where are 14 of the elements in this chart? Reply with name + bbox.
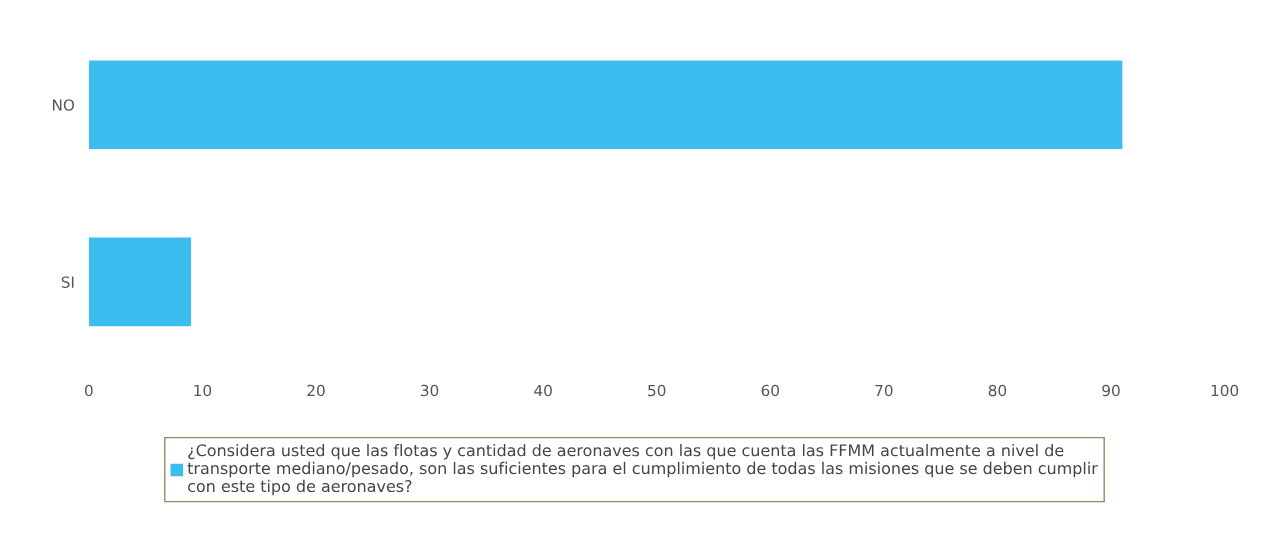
x-tick-label: 50 [648, 384, 666, 397]
x-tick-label: 20 [307, 384, 325, 397]
x-tick-label: 40 [534, 384, 552, 397]
x-tick-label: 90 [1102, 384, 1120, 397]
x-tick-label: 70 [875, 384, 893, 397]
x-tick-label: 80 [988, 384, 1007, 397]
x-tick-label: 60 [761, 384, 779, 397]
x-tick-label: 0 [84, 384, 93, 397]
x-tick-label: 100 [1211, 384, 1239, 397]
x-tick-label: 30 [421, 384, 439, 397]
y-tick-label: NO [52, 99, 75, 111]
y-tick-label: SI [61, 276, 74, 288]
x-tick-label: 10 [194, 384, 212, 397]
legend-label: ¿Considera usted que las flotas y cantidad de aeronaves con las que cuenta las FFMM actualmente a nivel de transporte mediano/pesado, son las suficientes para el cumplimiento de todas las misiones que se deben cumplir con este tipo de aeronaves? [187, 443, 1098, 496]
